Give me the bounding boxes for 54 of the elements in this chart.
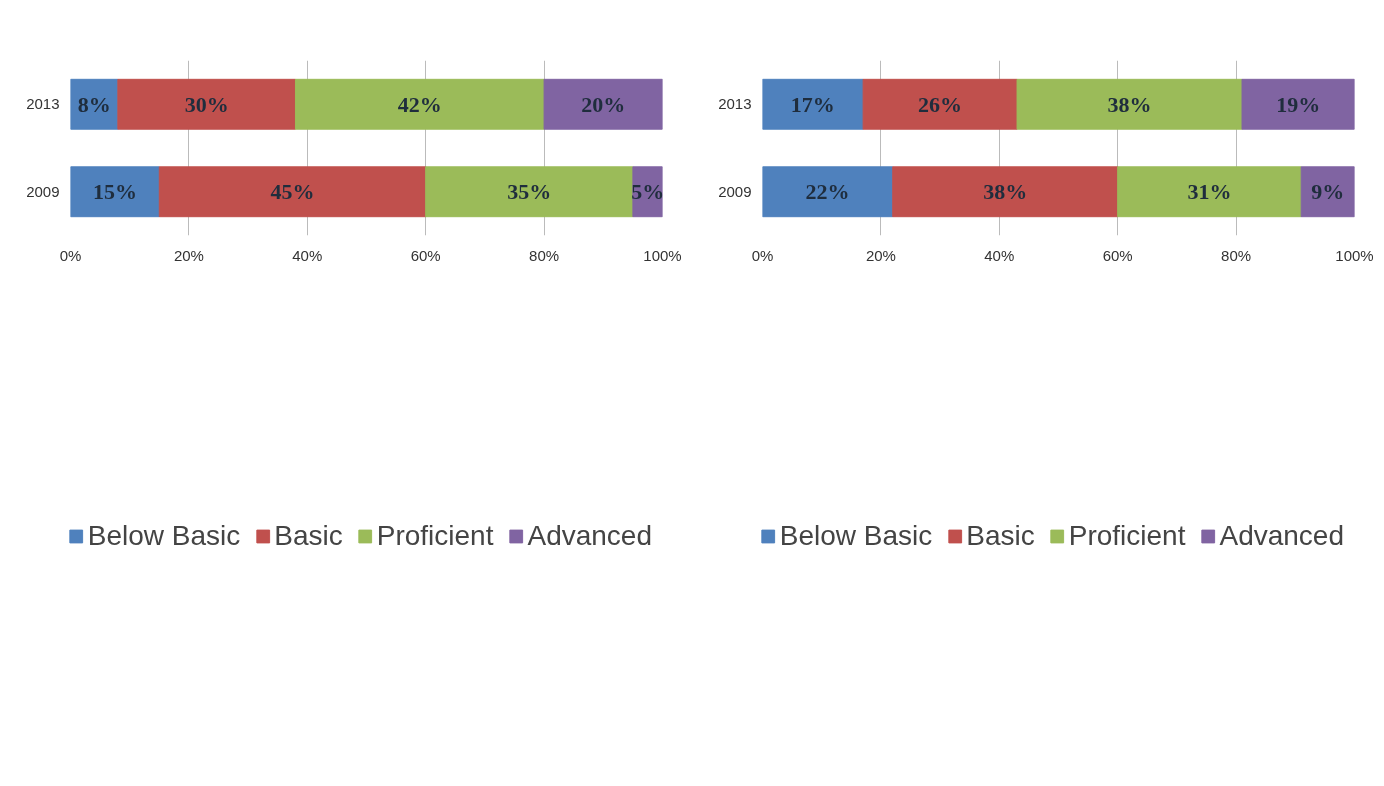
bar [1016, 78, 1243, 130]
bar [70, 166, 160, 218]
x-tick-label: 60% [410, 246, 441, 264]
data-label: 5% [631, 179, 665, 205]
legend-label: Below Basic [779, 520, 933, 552]
data-label: 9% [1311, 179, 1345, 205]
data-label: 30% [184, 91, 229, 117]
x-tick-label: 20% [173, 246, 204, 264]
data-label: 38% [1107, 91, 1152, 117]
bar [762, 78, 864, 130]
data-label: 45% [270, 179, 315, 205]
x-tick-label: 80% [529, 246, 560, 264]
x-tick-label: 0% [751, 246, 774, 264]
data-label: 17% [790, 91, 835, 117]
y-tick-label: 2009 [26, 182, 60, 200]
legend-label: Proficient [1068, 520, 1186, 552]
data-label: 31% [1187, 179, 1232, 205]
x-tick-label: 60% [1102, 246, 1133, 264]
legend-label: Basic [966, 520, 1035, 552]
bar [762, 166, 894, 218]
bar [892, 166, 1119, 218]
bar [158, 166, 427, 218]
bar [425, 166, 634, 218]
x-tick-label: 100% [643, 246, 682, 264]
legend-label: Basic [274, 520, 343, 552]
x-tick-label: 40% [984, 246, 1015, 264]
bar [862, 78, 1018, 130]
x-tick-label: 80% [1221, 246, 1252, 264]
data-label: 15% [92, 179, 137, 205]
legend-label: Below Basic [87, 520, 241, 552]
y-tick-label: 2009 [718, 182, 752, 200]
bar [1300, 166, 1355, 218]
data-label: 22% [805, 179, 850, 205]
y-tick-label: 2013 [26, 95, 60, 113]
x-tick-label: 40% [292, 246, 323, 264]
x-tick-label: 20% [865, 246, 896, 264]
legend-label: Advanced [1219, 520, 1344, 552]
bar [117, 78, 296, 130]
bar [543, 78, 663, 130]
bar [1117, 166, 1302, 218]
data-label: 19% [1276, 91, 1321, 117]
data-label: 42% [397, 91, 442, 117]
x-tick-label: 100% [1335, 246, 1374, 264]
bar [1241, 78, 1355, 130]
y-tick-label: 2013 [718, 95, 752, 113]
bar [294, 78, 545, 130]
data-label: 20% [581, 91, 626, 117]
legend-label: Proficient [376, 520, 494, 552]
data-label: 8% [77, 91, 111, 117]
data-label: 26% [918, 91, 963, 117]
legend-label: Advanced [527, 520, 652, 552]
data-label: 35% [507, 179, 552, 205]
x-tick-label: 0% [59, 246, 82, 264]
data-label: 38% [983, 179, 1028, 205]
